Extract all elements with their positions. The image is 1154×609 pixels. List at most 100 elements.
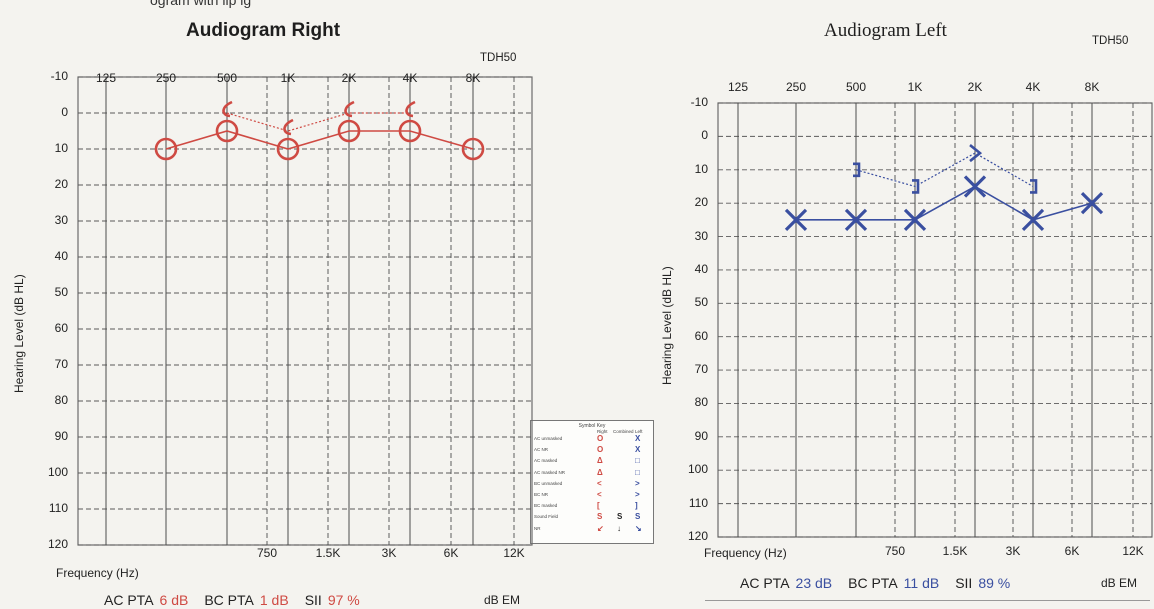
left-x-bottom-tick-label: 750 [884,544,906,558]
legend-symbol-right: < [597,490,602,499]
right-y-tick-label: 0 [61,105,68,119]
legend-symbol-right: O [597,445,604,455]
legend-symbol-left: X [635,434,641,443]
right-y-tick-label: 20 [54,177,68,191]
left-x-axis-label: Frequency (Hz) [704,546,787,560]
left-x-top-tick-label: 1K [907,80,923,94]
right-x-top-tick-label: 125 [95,71,117,85]
left-series-0-marker [1021,208,1045,231]
left-y-tick-label: 10 [694,161,708,176]
right-x-top-tick-label: 8K [465,71,481,85]
right-ac-pta-value: 6 dB [159,592,189,608]
right-series-1-marker [344,100,355,118]
legend-symbol-left: ] [635,501,638,511]
legend-symbol-right: Δ [597,467,603,477]
right-bc-pta-label: BC PTA [204,592,254,608]
left-sii-value: 89 % [978,575,1011,591]
right-series-0-marker [337,119,361,143]
right-x-top-tick-label: 500 [216,71,238,85]
right-y-tick-label: 50 [54,285,68,299]
right-x-top-tick-label: 250 [155,71,177,85]
legend-row-label: AC NR [534,447,549,453]
right-bc-pta-value: 1 dB [259,592,289,608]
right-x-top-tick-label: 2K [341,71,357,85]
right-series-1-marker [222,100,233,118]
left-x-top-tick-label: 4K [1025,80,1041,94]
right-y-tick-label: 80 [54,393,68,407]
left-y-tick-label: 20 [694,195,708,210]
left-y-tick-label: 80 [694,395,708,410]
legend-symbol-combined: ↓ [617,523,621,533]
right-y-tick-label: 40 [54,249,68,263]
left-series-1-marker [969,144,983,163]
left-y-tick-label: 50 [694,295,708,310]
left-y-tick-label: 100 [687,462,708,477]
left-transducer: TDH50 [1092,35,1129,47]
legend-symbol-right: Δ [597,456,603,466]
right-y-tick-label: 100 [47,465,68,479]
left-y-tick-label: 30 [694,228,708,243]
left-x-bottom-tick-label: 6K [1064,544,1080,558]
right-x-axis-label: Frequency (Hz) [56,566,139,580]
right-series-0-line [165,130,474,150]
left-series-0-marker [903,208,927,231]
left-x-top-tick-label: 250 [785,80,807,94]
legend-symbol-left: □ [635,456,640,466]
legend-symbol-right: [ [597,501,600,511]
left-y-tick-label: 110 [688,495,708,510]
right-transducer: TDH50 [480,52,517,64]
legend-symbol-right: S [597,512,603,522]
right-ac-pta-label: AC PTA [104,592,154,608]
left-x-top-tick-label: 2K [967,80,983,94]
left-x-top-tick-label: 500 [845,80,867,94]
legend-row-label: NR [534,525,541,531]
left-sii-label: SII [955,575,973,591]
left-x-top-tick-label: 125 [727,80,749,94]
left-series-0-marker [1080,192,1104,215]
symbol-key-legend: Symbol Key Right Combined Left AC unmask… [530,420,654,544]
legend-title: Symbol Key [578,423,606,429]
right-x-top-tick-label: 4K [402,71,418,85]
right-series-1-marker [405,100,416,118]
left-ac-pta-label: AC PTA [740,575,790,591]
legend-col-right: Right [597,429,608,434]
right-series-1-marker [283,118,294,136]
right-x-top-tick-label: 1K [280,71,296,85]
left-y-tick-label: 70 [694,362,708,377]
right-x-bottom-tick-label: 12K [503,546,525,560]
right-y-tick-label: 70 [54,357,68,371]
right-series-0-marker [461,137,485,161]
legend-row-label: BC NR [534,492,549,497]
left-unit: dB EM [1101,576,1138,590]
legend-row-label: Sound Field [534,514,559,520]
legend-symbol-combined: S [617,512,623,522]
right-y-tick-label: 120 [47,537,68,551]
legend-row-label: BC unmasked [534,480,563,486]
left-x-bottom-tick-label: 1.5K [942,544,968,558]
right-sii-value: 97 % [327,592,360,608]
right-y-tick-label: -10 [50,69,68,83]
left-series-1-marker [1030,179,1038,194]
left-y-tick-label: 60 [694,328,708,343]
legend-row-label: AC masked [534,458,558,464]
legend-symbol-left: > [635,490,640,499]
left-series-1-marker [853,162,861,178]
right-chart-title: Audiogram Right [186,20,341,41]
right-sii-label: SII [304,592,322,608]
left-y-tick-label: 120 [687,529,708,543]
legend-symbol-left: □ [635,467,640,477]
legend-col-combined: Combined [613,429,634,434]
right-series-0-marker [215,119,239,143]
left-y-tick-label: 90 [694,428,708,443]
left-series-0-marker [963,175,987,198]
left-y-tick-label: -10 [690,95,708,109]
header-crop-text: ogram with lip ig [150,0,252,8]
legend-row-label: AC masked NR [534,469,566,475]
legend-symbol-right: ↙ [597,523,604,533]
legend-symbol-left: X [635,445,641,455]
right-series-0-marker [276,137,300,161]
right-series-1-line [226,112,410,132]
right-y-tick-label: 60 [54,321,68,335]
